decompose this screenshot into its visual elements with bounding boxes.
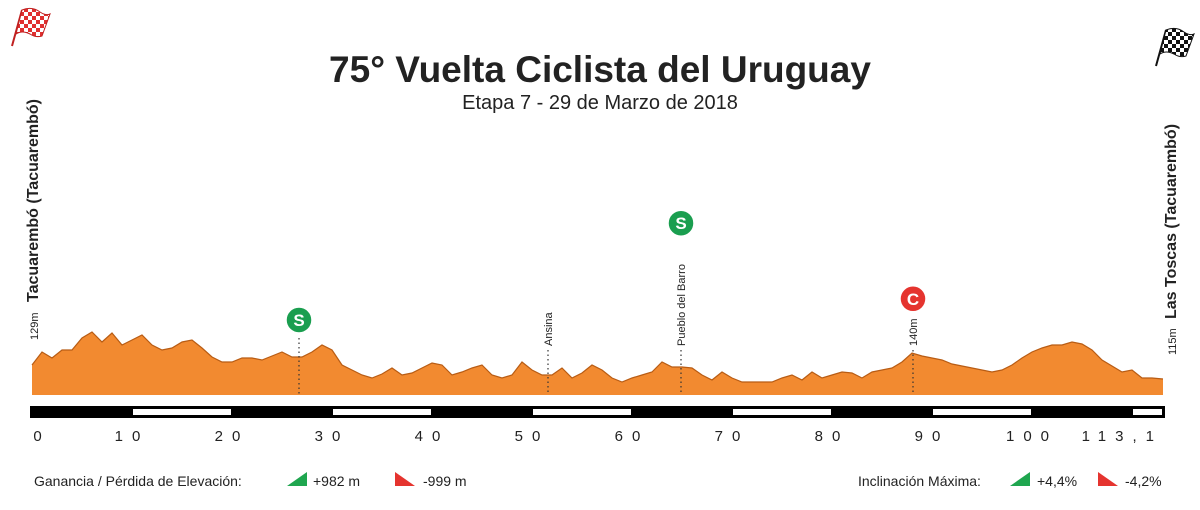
x-tick-label: 50 — [515, 428, 550, 445]
marker-letter: S — [675, 214, 686, 233]
gain: +982 m — [313, 473, 360, 489]
distance-bar-segment — [933, 409, 1031, 415]
distance-bar-segment — [333, 409, 431, 415]
place-name: Pueblo del Barro — [676, 264, 688, 346]
max-down-icon — [1098, 472, 1118, 486]
place-name: 140m — [908, 318, 920, 346]
start-label: 129m Tacuarembó (Tacuarembó) — [25, 99, 42, 340]
marker-circle — [667, 209, 695, 237]
x-tick-label: 40 — [415, 428, 450, 445]
x-tick-label: 90 — [915, 428, 950, 445]
marker-letter: C — [907, 290, 919, 309]
start-name: Tacuarembó (Tacuarembó) — [25, 99, 42, 302]
title: 75° Vuelta Ciclista del Uruguay — [329, 49, 871, 90]
profile-area — [32, 332, 1163, 395]
max-up-icon — [1010, 472, 1030, 486]
max-up: +4,4% — [1037, 473, 1077, 489]
x-tick-label: 60 — [615, 428, 650, 445]
x-tick-label: 10 — [115, 428, 150, 445]
gain-icon — [287, 472, 307, 486]
place-name: Ansina — [543, 311, 555, 346]
max-down: -4,2% — [1125, 473, 1162, 489]
finish-elevation: 115m — [1167, 328, 1179, 355]
x-tick-label: 30 — [315, 428, 350, 445]
start-flag — [11, 7, 51, 47]
finish-label: 115m Las Toscas (Tacuarembó) — [1163, 124, 1180, 355]
distance-bar-segment — [1133, 409, 1162, 415]
place-label: Ansina — [543, 311, 555, 346]
distance-bar-segment — [733, 409, 831, 415]
subtitle: Etapa 7 - 29 de Marzo de 2018 — [462, 92, 738, 114]
marker-letter: S — [293, 311, 304, 330]
x-tick-label: 70 — [715, 428, 750, 445]
summary: Ganancia / Pérdida de Elevación: +982 m … — [34, 472, 1162, 489]
start-elevation: 129m — [29, 312, 41, 340]
marker-circle — [899, 285, 927, 313]
place-label: Pueblo del Barro — [676, 264, 688, 346]
loss-icon — [395, 472, 415, 486]
x-tick-label: 113,1 — [1082, 428, 1163, 445]
x-tick-label: 80 — [815, 428, 850, 445]
slope-caption: Inclinación Máxima: — [858, 473, 981, 489]
finish-name: Las Toscas (Tacuarembó) — [1163, 124, 1180, 319]
place-label: 140m — [908, 318, 920, 346]
finish-flag — [1155, 27, 1195, 67]
x-tick-label: 0 — [33, 428, 50, 445]
x-tick-label: 20 — [215, 428, 250, 445]
distance-bar-segment — [133, 409, 231, 415]
marker-circle — [285, 306, 313, 334]
profile-line — [31, 331, 1164, 383]
x-tick-label: 100 — [1006, 428, 1058, 445]
distance-bar-segment — [533, 409, 631, 415]
loss: -999 m — [423, 473, 467, 489]
elevation-caption: Ganancia / Pérdida de Elevación: — [34, 473, 242, 489]
